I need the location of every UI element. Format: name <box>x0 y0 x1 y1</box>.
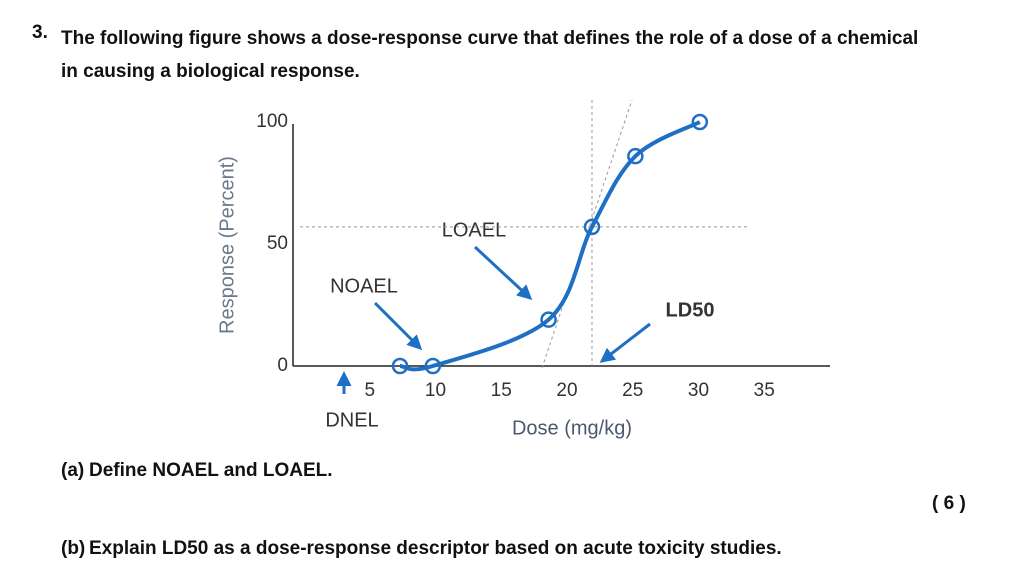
annotation: LD50 <box>666 299 715 321</box>
data-point <box>540 311 557 328</box>
x-tick-label: 10 <box>425 380 446 401</box>
x-tick-label: 35 <box>754 380 775 401</box>
part-label: (b) <box>61 538 86 559</box>
x-tick-label: 15 <box>491 380 512 401</box>
tangent-line <box>541 99 633 369</box>
y-tick-label: 100 <box>256 111 288 132</box>
y-tick-label: 0 <box>277 355 288 376</box>
annotation: DNEL <box>325 409 378 431</box>
part-label: (a) <box>61 460 85 481</box>
annotation: LOAEL <box>442 219 506 241</box>
curve <box>399 120 701 372</box>
marks: ( 6 ) <box>932 493 966 514</box>
y-axis-label: Response (Percent) <box>216 156 238 334</box>
data-point <box>691 113 709 131</box>
part-text: Explain LD50 as a dose-response descript… <box>89 538 782 559</box>
x-tick-label: 25 <box>622 380 643 401</box>
x-tick-label: 30 <box>688 380 709 401</box>
question-text: The following figure shows a dose-respon… <box>61 28 919 82</box>
figure: Response (Percent) Dose (mg/kg) NOAEL LO… <box>216 99 830 439</box>
question-number: 3. <box>32 22 48 43</box>
part-text: Define NOAEL and LOAEL. <box>89 460 333 481</box>
x-axis-label: Dose (mg/kg) <box>512 417 632 439</box>
arrow <box>599 322 651 363</box>
arrow <box>473 245 533 301</box>
annotation: NOAEL <box>330 275 398 297</box>
data-point <box>424 357 442 375</box>
x-tick-label: 5 <box>364 380 375 401</box>
data-point <box>627 147 644 165</box>
y-tick-label: 50 <box>267 233 288 254</box>
x-tick-label: 20 <box>556 380 577 401</box>
data-point <box>391 357 409 375</box>
data-point <box>583 218 601 236</box>
arrow <box>373 301 423 351</box>
